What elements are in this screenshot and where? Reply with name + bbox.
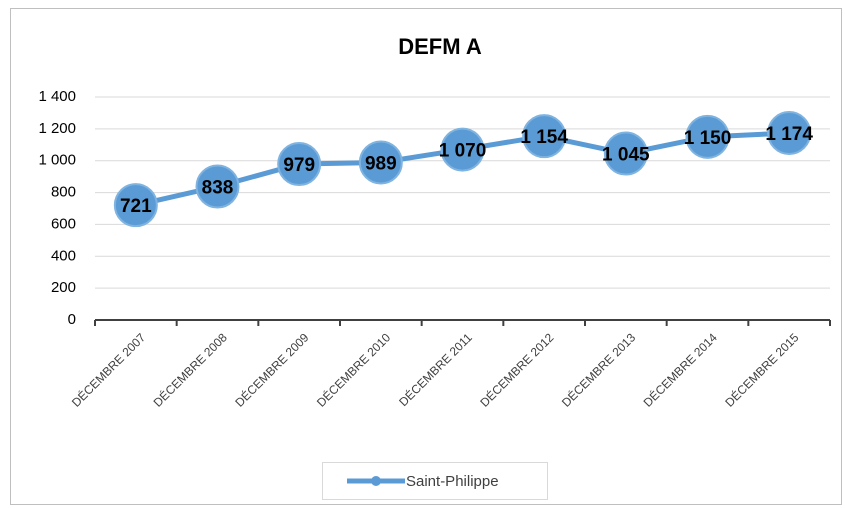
legend-label: Saint-Philippe [406, 473, 499, 490]
marker [685, 114, 730, 159]
legend-marker [371, 476, 381, 486]
data-label: 989 [365, 153, 397, 174]
marker [440, 127, 485, 172]
marker [277, 142, 322, 187]
marker [522, 114, 567, 159]
data-label: 979 [283, 155, 315, 176]
data-label: 1 174 [765, 124, 813, 145]
data-label: 1 045 [602, 145, 650, 166]
marker [358, 140, 403, 185]
data-label: 1 154 [520, 127, 568, 148]
y-tick-label: 1 400 [38, 88, 76, 105]
y-tick-label: 200 [51, 279, 76, 296]
marker [195, 164, 240, 209]
data-label: 1 150 [684, 128, 732, 149]
marker [767, 110, 812, 155]
data-label: 1 070 [439, 141, 487, 162]
chart-title: DEFM A [398, 34, 482, 59]
y-tick-label: 0 [68, 311, 76, 328]
y-tick-label: 800 [51, 184, 76, 201]
y-tick-label: 1 000 [38, 152, 76, 169]
data-label: 838 [202, 178, 234, 199]
y-tick-label: 400 [51, 247, 76, 264]
data-label: 721 [120, 196, 152, 217]
y-tick-label: 1 200 [38, 120, 76, 137]
marker [603, 131, 648, 176]
marker [113, 183, 158, 228]
y-tick-label: 600 [51, 215, 76, 232]
